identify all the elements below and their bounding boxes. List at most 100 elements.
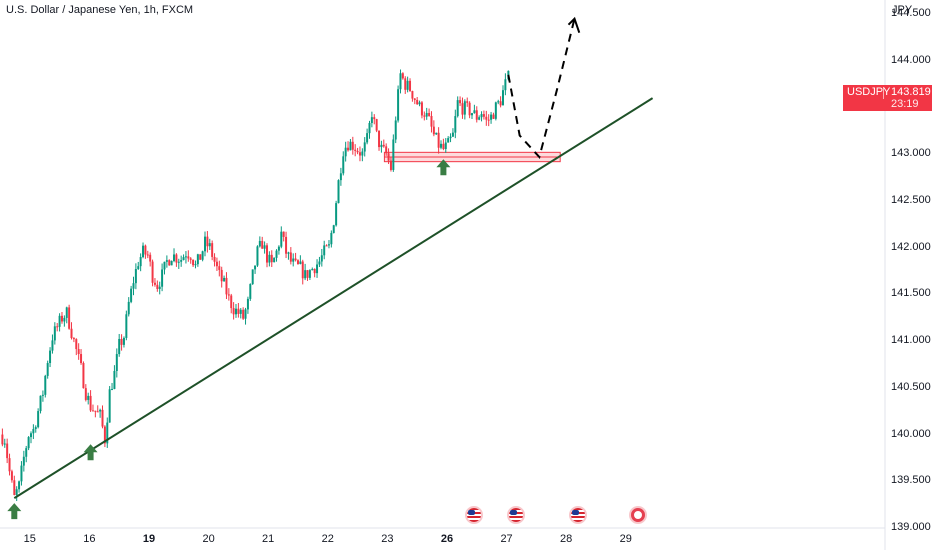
candle-body — [153, 282, 156, 285]
candle-body — [158, 286, 161, 289]
candle-body — [220, 269, 223, 282]
x-tick-label: 21 — [262, 533, 275, 545]
candle-body — [41, 394, 44, 396]
candle-body — [437, 132, 440, 148]
candle-body — [287, 252, 290, 254]
candle-body — [330, 232, 333, 245]
candle-body — [382, 144, 385, 147]
projection-arrowhead — [567, 16, 581, 34]
candle-body — [163, 261, 166, 270]
candle-body — [308, 270, 311, 278]
candle-body — [161, 269, 164, 287]
candle-body — [103, 426, 106, 444]
candle-body — [327, 244, 330, 246]
candle-body — [170, 260, 173, 266]
currency-unit: JPY — [892, 4, 913, 16]
candle-body — [440, 143, 443, 148]
candle-body — [34, 427, 37, 430]
candle-body — [339, 173, 342, 181]
candle-body — [387, 153, 390, 161]
candle-body — [294, 258, 297, 261]
candle-body — [325, 245, 328, 247]
y-tick-label: 140.500 — [891, 380, 931, 393]
candle-body — [280, 231, 283, 247]
candle-body — [182, 257, 185, 261]
projection-layer — [507, 16, 581, 160]
candle-body — [435, 132, 438, 135]
candle-body — [337, 180, 340, 204]
candle-body — [10, 471, 13, 481]
candle-body — [113, 370, 116, 389]
candle-body — [37, 411, 40, 428]
candle-body — [94, 410, 97, 412]
candle-body — [485, 116, 488, 120]
y-tick-label: 141.000 — [891, 334, 931, 347]
candle-body — [1, 434, 4, 445]
candle-body — [265, 245, 268, 263]
candle-body — [380, 144, 383, 148]
candle-body — [442, 143, 445, 150]
candle-body — [63, 317, 66, 322]
candle-body — [89, 395, 92, 411]
candle-body — [201, 251, 204, 260]
candle-body — [301, 261, 304, 279]
y-tick-label: 144.500 — [891, 7, 931, 20]
x-tick-label: 23 — [381, 533, 394, 545]
x-tick-label: 26 — [440, 533, 454, 545]
candle-body — [239, 309, 242, 314]
candle-body — [196, 254, 199, 265]
candle-body — [75, 339, 78, 350]
candle-body — [456, 100, 459, 117]
candle-body — [146, 254, 149, 256]
up-arrow-marker — [83, 444, 98, 461]
event-icon[interactable] — [630, 508, 645, 522]
candle-body — [139, 257, 142, 267]
candle-body — [490, 114, 493, 120]
candle-body — [246, 298, 249, 310]
candle-body — [268, 254, 271, 263]
up-arrow-marker — [7, 503, 22, 520]
candle-body — [177, 261, 180, 263]
candle-body — [230, 295, 233, 309]
candle-body — [459, 100, 462, 104]
candle-body — [65, 307, 68, 318]
candle-body — [227, 294, 230, 296]
candle-body — [368, 122, 371, 134]
candle-body — [261, 240, 264, 249]
candle-body — [25, 448, 28, 457]
x-tick-label: 22 — [321, 533, 334, 545]
candle-body — [420, 102, 423, 116]
candle-body — [125, 314, 128, 338]
candle-body — [244, 309, 247, 319]
candle-body — [451, 132, 454, 137]
candle-body — [499, 101, 502, 106]
candle-body — [351, 141, 354, 150]
candle-body — [478, 117, 481, 120]
candle-body — [313, 268, 316, 274]
candle-body — [418, 102, 421, 105]
us-flag-icon[interactable] — [571, 508, 586, 522]
candle-body — [206, 236, 209, 247]
candle-body — [192, 259, 195, 266]
candle-body — [111, 388, 114, 390]
candle-body — [320, 255, 323, 262]
candle-body — [151, 261, 154, 283]
candle-body — [363, 142, 366, 152]
candle-body — [354, 149, 357, 151]
y-tick-label: 144.000 — [891, 53, 931, 66]
candle-body — [15, 489, 18, 495]
candle-body — [144, 245, 147, 255]
badge-countdown: 23:19 — [891, 98, 919, 110]
candle-body — [378, 130, 381, 148]
candle-body — [461, 103, 464, 115]
badge-symbol: USDJPY — [847, 86, 891, 98]
candle-body — [475, 110, 478, 120]
candle-body — [60, 315, 63, 322]
us-flag-icon[interactable] — [466, 508, 481, 522]
us-flag-icon[interactable] — [508, 508, 523, 522]
candle-body — [311, 268, 314, 271]
candle-body — [273, 257, 276, 263]
candle-body — [492, 114, 495, 119]
candle-body — [466, 101, 469, 103]
